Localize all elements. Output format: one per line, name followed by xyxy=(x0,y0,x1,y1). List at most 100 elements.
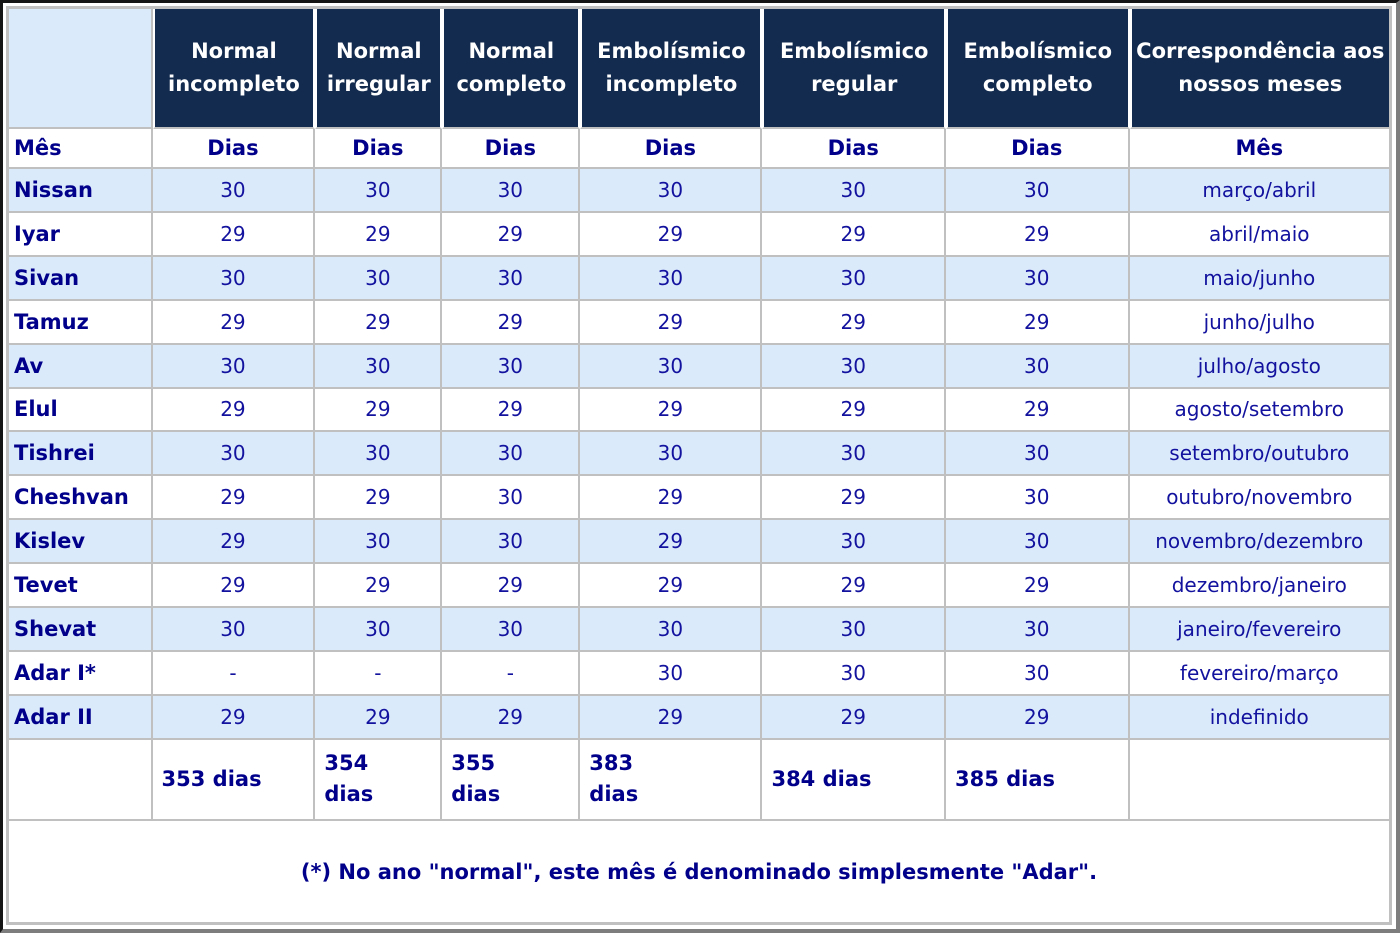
total-days-normal-irregular: 354 dias xyxy=(315,739,443,821)
days-value-cell: 30 xyxy=(315,520,443,565)
year-type-header-embolismico-incompleto: Embolísmico incompleto xyxy=(580,9,763,129)
days-value-cell: 29 xyxy=(580,695,763,740)
year-type-header-correspondencia: Correspondência aos nossos meses xyxy=(1129,9,1389,129)
days-value-cell: 29 xyxy=(762,476,946,521)
days-value-cell: 30 xyxy=(945,344,1130,389)
days-value-cell: 30 xyxy=(315,344,443,389)
days-value-cell: 29 xyxy=(580,520,763,565)
days-value-cell: 30 xyxy=(945,432,1130,477)
subheader-row: Mês Dias Dias Dias Dias Dias Dias Mês xyxy=(9,129,1389,169)
year-type-header-row: Normal incompleto Normal irregular Norma… xyxy=(9,9,1389,129)
table-row: Kislev 29 30 30 29 30 30 novembro/dezembro xyxy=(9,520,1389,565)
correspondence-cell: janeiro/fevereiro xyxy=(1129,608,1389,652)
total-days-normal-completo: 355 dias xyxy=(442,739,581,821)
subheader-dias-label: Dias xyxy=(945,129,1130,169)
days-value-cell: 29 xyxy=(152,564,316,609)
subheader-dias-label: Dias xyxy=(152,129,316,169)
days-value-cell: 29 xyxy=(442,212,581,257)
days-value-cell: 30 xyxy=(152,256,316,301)
correspondence-cell: agosto/setembro xyxy=(1129,388,1389,433)
days-value-cell: 29 xyxy=(580,564,763,609)
days-value-cell: 30 xyxy=(580,608,763,652)
table-row: Adar I* - - -30 30 30 fevereiro/março xyxy=(9,651,1389,696)
month-name-cell: Tamuz xyxy=(9,300,153,345)
month-name-cell: Nissan xyxy=(9,169,153,213)
corner-cell xyxy=(9,9,153,129)
days-value-cell: 30 xyxy=(442,169,581,213)
days-value-cell: 30 xyxy=(580,344,763,389)
days-value-cell: 30 xyxy=(442,520,581,565)
correspondence-cell: novembro/dezembro xyxy=(1129,520,1389,565)
days-value-cell: 29 xyxy=(580,300,763,345)
month-name-cell: Cheshvan xyxy=(9,476,153,521)
days-value-cell: 29 xyxy=(945,388,1130,433)
subheader-dias-label: Dias xyxy=(315,129,443,169)
days-value-cell: 30 xyxy=(315,432,443,477)
footnote-row: (*) No ano "normal", este mês é denomina… xyxy=(9,821,1389,922)
footnote-text: (*) No ano "normal", este mês é denomina… xyxy=(9,821,1389,922)
total-days-embolismico-incompleto: 383 dias xyxy=(580,739,763,821)
days-value-cell: 30 xyxy=(945,169,1130,213)
days-value-cell: 29 xyxy=(762,388,946,433)
correspondence-cell: março/abril xyxy=(1129,169,1389,213)
subheader-correspondencia-mes-label: Mês xyxy=(1129,129,1389,169)
correspondence-cell: fevereiro/março xyxy=(1129,651,1389,696)
table-row: Sivan 30 30 30 30 30 30 maio/junho xyxy=(9,256,1389,301)
days-value-cell: 29 xyxy=(442,388,581,433)
table-row: Cheshvan 29 29 30 29 29 30 outubro/novembro xyxy=(9,476,1389,521)
totals-empty-cell xyxy=(1129,739,1389,821)
days-value-cell: 30 xyxy=(442,608,581,652)
days-value-cell: 29 xyxy=(152,212,316,257)
days-value-cell: - xyxy=(152,651,316,696)
days-value-cell: 29 xyxy=(945,212,1130,257)
correspondence-cell: outubro/novembro xyxy=(1129,476,1389,521)
days-value-cell: 30 xyxy=(580,169,763,213)
days-value-cell: 29 xyxy=(315,388,443,433)
days-value-cell: 29 xyxy=(580,476,763,521)
subheader-mes-label: Mês xyxy=(9,129,153,169)
days-value-cell: 30 xyxy=(945,476,1130,521)
table-row: Shevat 30 30 30 30 30 30 janeiro/fevereiro xyxy=(9,608,1389,652)
days-value-cell: 29 xyxy=(152,476,316,521)
days-value-cell: 30 xyxy=(762,651,946,696)
days-value-cell: 30 xyxy=(762,344,946,389)
table-row: Av 30 30 30 30 30 30 julho/agosto xyxy=(9,344,1389,389)
year-type-header-normal-completo: Normal completo xyxy=(442,9,581,129)
month-name-cell: Tishrei xyxy=(9,432,153,477)
days-value-cell: 30 xyxy=(152,344,316,389)
days-value-cell: 30 xyxy=(315,608,443,652)
correspondence-cell: setembro/outubro xyxy=(1129,432,1389,477)
year-type-header-embolismico-completo: Embolísmico completo xyxy=(945,9,1130,129)
correspondence-cell: julho/agosto xyxy=(1129,344,1389,389)
days-value-cell: 29 xyxy=(762,695,946,740)
days-value-cell: 30 xyxy=(945,651,1130,696)
days-value-cell: 30 xyxy=(945,520,1130,565)
month-name-cell: Iyar xyxy=(9,212,153,257)
days-value-cell: 29 xyxy=(315,212,443,257)
days-value-cell: 30 xyxy=(580,432,763,477)
days-value-cell: 29 xyxy=(580,388,763,433)
table-row: Nissan 30 30 30 30 30 30 março/abril xyxy=(9,169,1389,213)
days-value-cell: 29 xyxy=(580,212,763,257)
correspondence-cell: junho/julho xyxy=(1129,300,1389,345)
days-value-cell: 30 xyxy=(152,169,316,213)
month-name-cell: Adar II xyxy=(9,695,153,740)
subheader-dias-label: Dias xyxy=(762,129,946,169)
days-value-cell: 30 xyxy=(442,256,581,301)
days-value-cell: 30 xyxy=(762,169,946,213)
month-name-cell: Sivan xyxy=(9,256,153,301)
days-value-cell: 29 xyxy=(152,300,316,345)
days-value-cell: 29 xyxy=(315,564,443,609)
table-row: Elul 29 29 29 29 29 29 agosto/setembro xyxy=(9,388,1389,433)
table-row: Tamuz 29 29 29 29 29 29 junho/julho xyxy=(9,300,1389,345)
subheader-dias-label: Dias xyxy=(580,129,763,169)
year-type-header-normal-irregular: Normal irregular xyxy=(315,9,443,129)
days-value-cell: 29 xyxy=(442,300,581,345)
table-row: Adar II 29 29 29 29 29 29 indefinido xyxy=(9,695,1389,740)
days-value-cell: 30 xyxy=(152,432,316,477)
days-value-cell: - xyxy=(315,651,443,696)
month-name-cell: Av xyxy=(9,344,153,389)
days-value-cell: 30 xyxy=(580,256,763,301)
days-value-cell: 29 xyxy=(945,695,1130,740)
days-value-cell: 30 xyxy=(152,608,316,652)
